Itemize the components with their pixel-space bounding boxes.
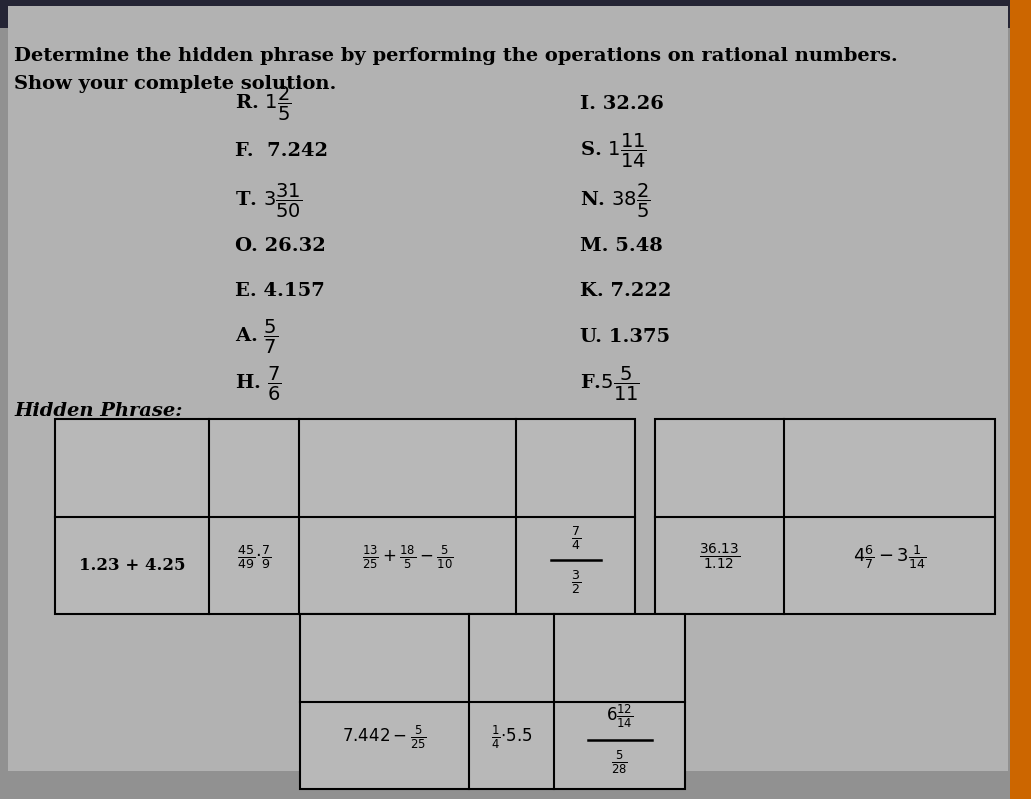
Text: I. 32.26: I. 32.26	[580, 95, 664, 113]
Bar	[55, 419, 635, 614]
Bar	[655, 419, 995, 614]
Text: Show your complete solution.: Show your complete solution.	[14, 75, 336, 93]
Text: A. $\dfrac{5}{7}$: A. $\dfrac{5}{7}$	[235, 318, 278, 356]
Text: S. $1\dfrac{11}{14}$: S. $1\dfrac{11}{14}$	[580, 132, 646, 170]
Text: F.  7.242: F. 7.242	[235, 142, 328, 160]
Text: T. $3\dfrac{31}{50}$: T. $3\dfrac{31}{50}$	[235, 182, 302, 220]
Text: O. 26.32: O. 26.32	[235, 237, 326, 255]
Text: $7.442-\frac{5}{25}$: $7.442-\frac{5}{25}$	[342, 724, 427, 751]
Text: $4\frac{6}{7}-3\frac{1}{14}$: $4\frac{6}{7}-3\frac{1}{14}$	[853, 543, 926, 571]
Text: U. 1.375: U. 1.375	[580, 328, 670, 346]
Text: $\frac{5}{28}$: $\frac{5}{28}$	[611, 749, 628, 776]
Text: Determine the hidden phrase by performing the operations on rational numbers.: Determine the hidden phrase by performin…	[14, 47, 898, 65]
Text: $\frac{13}{25}+\frac{18}{5}-\frac{5}{10}$: $\frac{13}{25}+\frac{18}{5}-\frac{5}{10}…	[362, 543, 453, 571]
Text: N. $38\dfrac{2}{5}$: N. $38\dfrac{2}{5}$	[580, 182, 651, 220]
Text: R. $1\dfrac{2}{5}$: R. $1\dfrac{2}{5}$	[235, 85, 292, 123]
Text: H. $\dfrac{7}{6}$: H. $\dfrac{7}{6}$	[235, 365, 281, 403]
Text: Hidden Phrase:: Hidden Phrase:	[14, 402, 182, 420]
Text: $\frac{3}{2}$: $\frac{3}{2}$	[570, 568, 580, 596]
Text: $\frac{1}{4}{\cdot}5.5$: $\frac{1}{4}{\cdot}5.5$	[491, 724, 533, 751]
Bar	[300, 614, 685, 789]
Text: $\frac{36.13}{1.12}$: $\frac{36.13}{1.12}$	[699, 543, 740, 572]
Text: F.$5\dfrac{5}{11}$: F.$5\dfrac{5}{11}$	[580, 365, 640, 403]
Bar	[1010, 0, 1031, 799]
Text: $\frac{45}{49}{\cdot}\frac{7}{9}$: $\frac{45}{49}{\cdot}\frac{7}{9}$	[237, 543, 271, 571]
Text: K. 7.222: K. 7.222	[580, 282, 671, 300]
Text: M. 5.48: M. 5.48	[580, 237, 663, 255]
Text: $\frac{7}{4}$: $\frac{7}{4}$	[570, 524, 580, 552]
Text: 1.23 + 4.25: 1.23 + 4.25	[78, 557, 186, 574]
Text: E. 4.157: E. 4.157	[235, 282, 325, 300]
Text: $6\frac{12}{14}$: $6\frac{12}{14}$	[606, 702, 633, 730]
Bar	[0, 0, 1031, 28]
